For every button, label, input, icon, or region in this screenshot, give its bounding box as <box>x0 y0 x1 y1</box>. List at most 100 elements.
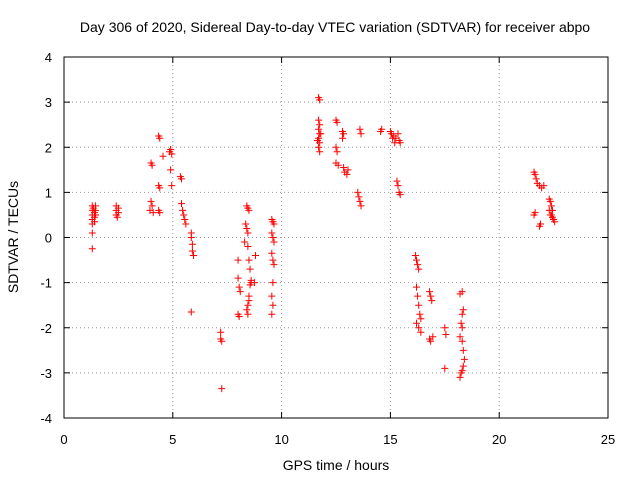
data-point <box>245 256 253 264</box>
data-point <box>316 121 324 129</box>
data-point <box>148 161 156 169</box>
data-point <box>159 152 167 160</box>
data-point <box>188 240 196 248</box>
x-tick-label: 5 <box>169 432 176 447</box>
data-point <box>270 261 278 269</box>
data-point <box>458 310 466 318</box>
data-point <box>394 182 402 190</box>
y-tick-label: -3 <box>40 366 52 381</box>
data-point <box>315 143 323 151</box>
y-tick-label: 2 <box>45 140 52 155</box>
data-point <box>333 118 341 126</box>
data-point <box>90 218 98 226</box>
data-point <box>167 146 175 154</box>
data-point <box>333 148 341 156</box>
data-point <box>168 182 176 190</box>
chart-title: Day 306 of 2020, Sidereal Day-to-day VTE… <box>80 19 590 35</box>
data-point <box>187 308 195 316</box>
data-point <box>269 301 277 309</box>
data-point <box>458 337 466 345</box>
y-tick-label: 1 <box>45 185 52 200</box>
data-point <box>415 324 423 332</box>
data-point <box>218 337 226 345</box>
data-point <box>180 211 188 219</box>
data-point <box>458 367 466 375</box>
data-point <box>339 134 347 142</box>
data-point <box>546 211 554 219</box>
data-point <box>459 306 467 314</box>
data-point <box>244 243 252 251</box>
data-point <box>344 166 352 174</box>
grid-lines <box>64 57 608 418</box>
data-point <box>545 206 553 214</box>
data-point <box>426 288 434 296</box>
data-point <box>459 362 467 370</box>
data-point <box>441 364 449 372</box>
data-point <box>269 279 277 287</box>
data-point <box>317 130 325 138</box>
data-point <box>415 301 423 309</box>
data-point <box>357 202 365 210</box>
data-point <box>413 256 421 264</box>
data-point <box>245 206 253 214</box>
data-point <box>149 209 157 217</box>
data-point <box>442 331 450 339</box>
data-point <box>92 202 100 210</box>
data-point <box>414 261 422 269</box>
data-point <box>234 274 242 282</box>
data-point <box>268 249 276 257</box>
data-point <box>413 283 421 291</box>
data-point <box>356 125 364 133</box>
data-point <box>187 234 195 241</box>
data-point <box>458 288 466 296</box>
data-point <box>416 310 424 318</box>
data-point <box>355 193 363 201</box>
data-point <box>246 265 254 273</box>
data-point <box>531 209 539 217</box>
data-point <box>243 306 251 314</box>
data-point <box>244 310 252 318</box>
data-point <box>268 229 276 237</box>
data-point <box>235 312 243 320</box>
data-point <box>456 333 464 341</box>
y-tick-label: 0 <box>45 231 52 246</box>
x-tick-label: 15 <box>383 432 397 447</box>
data-point <box>394 130 402 138</box>
data-point <box>251 252 259 260</box>
data-point <box>378 125 386 133</box>
data-point <box>393 177 401 185</box>
data-point <box>268 310 276 318</box>
data-point <box>168 150 176 158</box>
data-point <box>315 116 323 124</box>
data-point <box>428 297 436 305</box>
data-point <box>241 238 249 246</box>
data-point <box>429 333 437 341</box>
data-point <box>243 224 251 232</box>
x-tick-labels: 0 5 10 15 20 25 <box>60 432 615 447</box>
data-point <box>411 252 419 260</box>
data-point <box>113 213 121 221</box>
data-point <box>441 324 449 332</box>
data-point <box>188 247 196 255</box>
data-point <box>354 188 362 196</box>
data-point <box>546 197 554 205</box>
data-point <box>178 175 186 183</box>
data-point <box>343 170 351 178</box>
data-point <box>532 175 540 183</box>
data-point <box>396 191 404 199</box>
data-point <box>413 319 421 327</box>
data-point <box>547 202 555 210</box>
data-point <box>357 130 365 138</box>
x-tick-label: 25 <box>601 432 615 447</box>
data-point <box>217 328 225 336</box>
x-tick-label: 10 <box>274 432 288 447</box>
data-point <box>88 245 96 253</box>
y-tick-label: 4 <box>45 50 52 65</box>
data-point <box>540 182 548 190</box>
data-point <box>88 229 96 237</box>
data-point <box>269 256 277 264</box>
data-point <box>270 220 278 228</box>
data-point <box>316 148 324 156</box>
data-point <box>245 297 253 305</box>
data-point <box>457 319 465 327</box>
